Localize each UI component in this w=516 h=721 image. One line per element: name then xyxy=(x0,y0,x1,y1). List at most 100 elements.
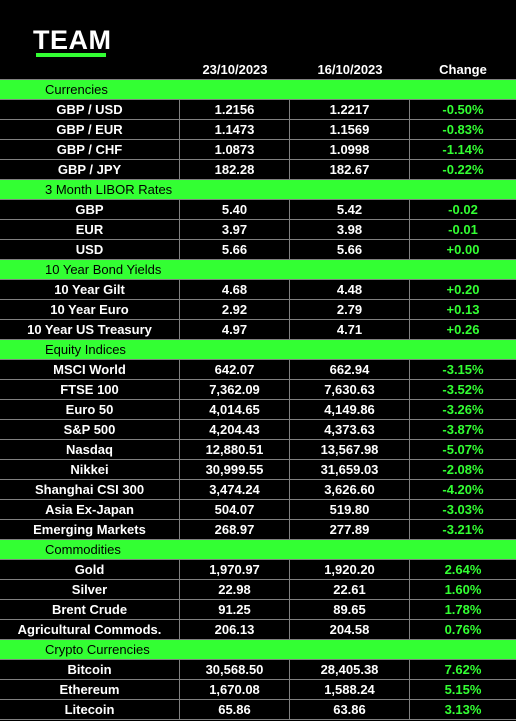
value: 12,880.51 xyxy=(180,440,290,459)
column-header: 16/10/2023 xyxy=(317,62,383,77)
data-row: Silver 22.98 22.61 1.60% xyxy=(0,580,516,600)
data-row: Euro 50 4,014.65 4,149.86 -3.26% xyxy=(0,400,516,420)
value: 504.07 xyxy=(180,500,290,519)
value: 31,659.03 xyxy=(290,460,410,479)
row-label: Nikkei xyxy=(0,460,180,479)
value: 4,373.63 xyxy=(290,420,410,439)
data-row: Emerging Markets 268.97 277.89 -3.21% xyxy=(0,520,516,540)
data-row: GBP / CHF 1.0873 1.0998 -1.14% xyxy=(0,140,516,160)
row-label: GBP xyxy=(0,200,180,219)
data-row: Bitcoin 30,568.50 28,405.38 7.62% xyxy=(0,660,516,680)
row-label: Emerging Markets xyxy=(0,520,180,539)
change-value: -0.22% xyxy=(442,162,484,177)
row-label: GBP / JPY xyxy=(0,160,180,179)
data-row: GBP 5.40 5.42 -0.02 xyxy=(0,200,516,220)
change-value: -3.52% xyxy=(442,382,484,397)
value: 277.89 xyxy=(290,520,410,539)
change-value: +0.00 xyxy=(446,242,480,257)
value: 3.97 xyxy=(180,220,290,239)
value: 3,626.60 xyxy=(290,480,410,499)
data-row: 10 Year Euro 2.92 2.79 +0.13 xyxy=(0,300,516,320)
value: 3.98 xyxy=(290,220,410,239)
data-row: Ethereum 1,670.08 1,588.24 5.15% xyxy=(0,680,516,700)
section-header: 3 Month LIBOR Rates xyxy=(0,180,516,200)
row-label: Asia Ex-Japan xyxy=(0,500,180,519)
data-row: GBP / JPY 182.28 182.67 -0.22% xyxy=(0,160,516,180)
value: 5.66 xyxy=(180,240,290,259)
change-value: 1.60% xyxy=(444,582,482,597)
change-value: -2.08% xyxy=(442,462,484,477)
value: 1,970.97 xyxy=(180,560,290,579)
row-label: USD xyxy=(0,240,180,259)
row-label: Gold xyxy=(0,560,180,579)
value: 2.79 xyxy=(290,300,410,319)
data-row: USD 5.66 5.66 +0.00 xyxy=(0,240,516,260)
value: 206.13 xyxy=(180,620,290,639)
row-label: Agricultural Commods. xyxy=(0,620,180,639)
value: 7,362.09 xyxy=(180,380,290,399)
row-label: Ethereum xyxy=(0,680,180,699)
row-label: Bitcoin xyxy=(0,660,180,679)
value: 519.80 xyxy=(290,500,410,519)
data-row: Brent Crude 91.25 89.65 1.78% xyxy=(0,600,516,620)
data-row: S&P 500 4,204.43 4,373.63 -3.87% xyxy=(0,420,516,440)
change-value: -3.26% xyxy=(442,402,484,417)
value: 1.1473 xyxy=(180,120,290,139)
header-row: 23/10/2023 16/10/2023 Change xyxy=(0,60,516,80)
row-label: Silver xyxy=(0,580,180,599)
change-value: -0.01 xyxy=(448,222,478,237)
change-value: -3.15% xyxy=(442,362,484,377)
data-row: Nasdaq 12,880.51 13,567.98 -5.07% xyxy=(0,440,516,460)
row-label: Nasdaq xyxy=(0,440,180,459)
data-row: EUR 3.97 3.98 -0.01 xyxy=(0,220,516,240)
value: 1,588.24 xyxy=(290,680,410,699)
value: 204.58 xyxy=(290,620,410,639)
data-row: 10 Year US Treasury 4.97 4.71 +0.26 xyxy=(0,320,516,340)
value: 1.2156 xyxy=(180,100,290,119)
section-title: Commodities xyxy=(45,542,121,557)
change-value: -0.50% xyxy=(442,102,484,117)
logo: TEAM xyxy=(33,25,112,55)
value: 662.94 xyxy=(290,360,410,379)
value: 13,567.98 xyxy=(290,440,410,459)
section-header: Commodities xyxy=(0,540,516,560)
change-value: +0.20 xyxy=(446,282,480,297)
change-value: -5.07% xyxy=(442,442,484,457)
value: 89.65 xyxy=(290,600,410,619)
change-value: 0.76% xyxy=(444,622,482,637)
data-row: Nikkei 30,999.55 31,659.03 -2.08% xyxy=(0,460,516,480)
value: 1,920.20 xyxy=(290,560,410,579)
value: 2.92 xyxy=(180,300,290,319)
data-row: Agricultural Commods. 206.13 204.58 0.76% xyxy=(0,620,516,640)
value: 30,999.55 xyxy=(180,460,290,479)
row-label: Shanghai CSI 300 xyxy=(0,480,180,499)
value: 4.48 xyxy=(290,280,410,299)
change-value: 1.78% xyxy=(444,602,482,617)
row-label: Euro 50 xyxy=(0,400,180,419)
row-label: EUR xyxy=(0,220,180,239)
row-label: 10 Year Euro xyxy=(0,300,180,319)
change-value: -0.83% xyxy=(442,122,484,137)
value: 1.1569 xyxy=(290,120,410,139)
value: 4,149.86 xyxy=(290,400,410,419)
value: 268.97 xyxy=(180,520,290,539)
row-label: GBP / USD xyxy=(0,100,180,119)
change-value: -4.20% xyxy=(442,482,484,497)
value: 642.07 xyxy=(180,360,290,379)
value: 1.2217 xyxy=(290,100,410,119)
data-row: Gold 1,970.97 1,920.20 2.64% xyxy=(0,560,516,580)
change-value: 7.62% xyxy=(444,662,482,677)
change-value: -1.14% xyxy=(442,142,484,157)
section-title: 3 Month LIBOR Rates xyxy=(45,182,173,197)
value: 4.97 xyxy=(180,320,290,339)
change-value: -3.03% xyxy=(442,502,484,517)
section-title: Equity Indices xyxy=(45,342,126,357)
row-label: GBP / EUR xyxy=(0,120,180,139)
value: 1.0873 xyxy=(180,140,290,159)
value: 7,630.63 xyxy=(290,380,410,399)
value: 1,670.08 xyxy=(180,680,290,699)
row-label: GBP / CHF xyxy=(0,140,180,159)
data-row: MSCI World 642.07 662.94 -3.15% xyxy=(0,360,516,380)
data-row: GBP / EUR 1.1473 1.1569 -0.83% xyxy=(0,120,516,140)
